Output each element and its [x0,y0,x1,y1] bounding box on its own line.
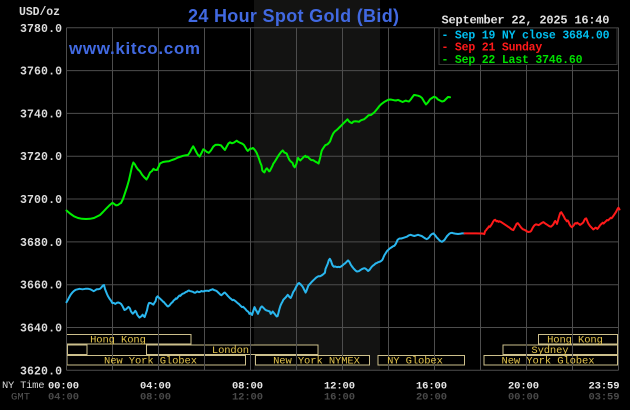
svg-text:00:00: 00:00 [508,392,539,404]
svg-text:- Sep 19 NY close 3684.00: - Sep 19 NY close 3684.00 [442,30,610,43]
svg-text:September 22, 2025 16:40: September 22, 2025 16:40 [442,14,610,28]
svg-text:08:00: 08:00 [140,392,171,404]
svg-text:Hong Kong: Hong Kong [547,335,603,347]
svg-text:04:00: 04:00 [140,381,171,393]
svg-text:20:00: 20:00 [416,392,447,404]
svg-text:3760.0: 3760.0 [20,66,62,79]
svg-text:00:00: 00:00 [48,381,79,393]
svg-text:- Sep 21 Sunday: - Sep 21 Sunday [442,42,543,55]
svg-text:3620.0: 3620.0 [20,365,62,378]
svg-text:12:00: 12:00 [324,381,355,393]
svg-text:- Sep 22 Last 3746.60: - Sep 22 Last 3746.60 [442,54,583,67]
svg-text:04:00: 04:00 [48,392,79,404]
svg-text:New York Globex: New York Globex [104,356,197,368]
svg-text:GMT: GMT [11,392,30,404]
svg-text:Hong Kong: Hong Kong [90,335,146,347]
svg-text:3640.0: 3640.0 [20,323,62,336]
svg-text:3720.0: 3720.0 [20,151,62,164]
svg-text:23:59: 23:59 [589,381,620,393]
svg-text:London: London [212,345,249,357]
svg-text:Sydney: Sydney [531,345,568,357]
svg-text:16:00: 16:00 [324,392,355,404]
svg-text:3740.0: 3740.0 [20,108,62,121]
svg-text:20:00: 20:00 [508,381,539,393]
svg-text:3700.0: 3700.0 [20,194,62,207]
svg-text:USD/oz: USD/oz [19,6,60,19]
svg-text:NY Time: NY Time [2,380,45,392]
svg-text:16:00: 16:00 [416,381,447,393]
svg-text:08:00: 08:00 [232,381,263,393]
svg-text:12:00: 12:00 [232,392,263,404]
svg-text:3680.0: 3680.0 [20,237,62,250]
svg-text:www.kitco.com: www.kitco.com [68,39,200,58]
svg-text:NY Globex: NY Globex [387,356,443,368]
svg-text:New York NYMEX: New York NYMEX [273,356,360,368]
svg-text:3660.0: 3660.0 [20,280,62,293]
svg-text:24 Hour Spot Gold (Bid): 24 Hour Spot Gold (Bid) [188,6,399,26]
svg-text:New York Globex: New York Globex [502,356,595,368]
svg-text:3780.0: 3780.0 [20,23,62,36]
svg-text:03:59: 03:59 [589,392,620,404]
